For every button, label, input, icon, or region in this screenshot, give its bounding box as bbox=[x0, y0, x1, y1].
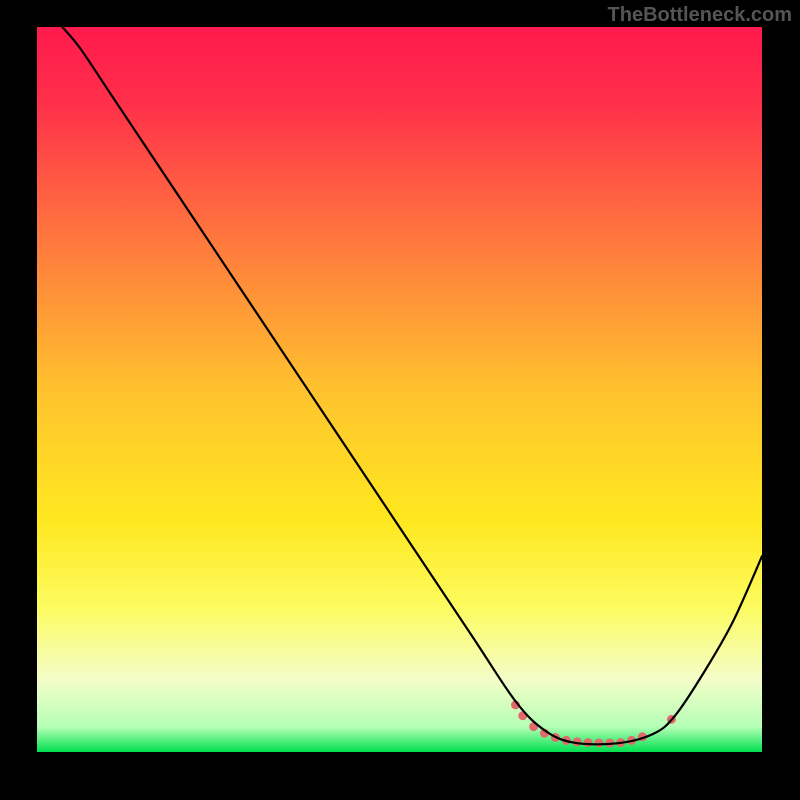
dot bbox=[584, 738, 593, 747]
chart-plot-area bbox=[37, 27, 762, 752]
watermark-text: TheBottleneck.com bbox=[608, 4, 792, 27]
curve-layer bbox=[37, 27, 762, 752]
main-curve bbox=[62, 27, 762, 744]
dot bbox=[594, 738, 603, 747]
